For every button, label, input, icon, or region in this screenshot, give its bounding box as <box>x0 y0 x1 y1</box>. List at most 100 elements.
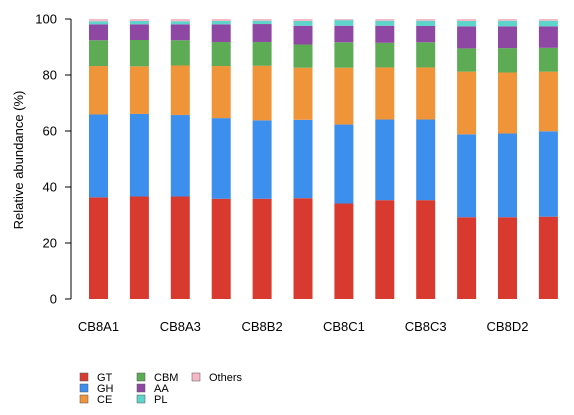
bar-segment-cbm <box>293 44 313 68</box>
bar-segment-pl <box>89 21 108 25</box>
bar-segment-ce <box>170 65 190 116</box>
bar-segment-gh <box>498 133 517 218</box>
bar-segment-aa <box>129 24 149 40</box>
bar-segment-others <box>129 19 149 21</box>
bar-segment-others <box>375 19 395 21</box>
bar-segment-ce <box>129 66 149 114</box>
bar-segment-aa <box>416 26 436 43</box>
bar-segment-pl <box>416 20 436 26</box>
bar-segment-aa <box>211 24 231 42</box>
bar-segment-cbm <box>89 40 108 67</box>
bar-segment-aa <box>334 25 354 43</box>
legend-swatch-gt <box>79 372 89 382</box>
bar-segment-gh <box>375 119 395 201</box>
bar-segment-gh <box>416 119 436 201</box>
bar-segment-aa <box>170 24 190 41</box>
bar-segment-aa <box>498 26 517 49</box>
bar-segment-gh <box>211 118 231 199</box>
bar-segment-others <box>538 19 558 21</box>
bar-segment-cbm <box>334 42 354 68</box>
bar-segment-ce <box>457 71 477 135</box>
bar-segment-cbm <box>170 40 190 66</box>
bar-segment-gt <box>375 200 395 299</box>
legend-swatch-pl <box>136 394 146 404</box>
bar-segment-ce <box>498 72 517 134</box>
bar-segment-others <box>170 19 190 22</box>
legend-label-aa: AA <box>154 383 169 395</box>
bar-segment-pl <box>334 20 354 26</box>
bar-segment-pl <box>170 21 190 25</box>
bar-segment-aa <box>375 25 395 43</box>
bar-segment-pl <box>293 20 313 26</box>
legend-swatch-ce <box>79 394 89 404</box>
bar-segment-ce <box>89 66 108 115</box>
bar-segment-others <box>211 19 231 21</box>
bar-segment-ce <box>375 67 395 120</box>
y-tick-label: 60 <box>43 124 57 139</box>
bar-segment-pl <box>375 20 395 26</box>
bar-segment-gt <box>334 203 354 299</box>
x-category-label: CB8A3 <box>160 319 201 334</box>
bar-segment-cbm <box>252 41 272 66</box>
bar-segment-cbm <box>498 48 517 73</box>
bar-segment-ce <box>211 66 231 119</box>
bar-segment-gt <box>252 198 272 299</box>
bar-segment-gh <box>457 134 477 218</box>
bar-segment-gh <box>538 131 558 217</box>
legend-swatch-aa <box>136 383 146 393</box>
bar-segment-cbm <box>416 42 436 68</box>
bar-segment-gt <box>538 216 558 299</box>
legend-swatch-others <box>191 372 201 382</box>
bar-segment-aa <box>293 25 313 45</box>
bar-segment-gh <box>170 115 190 197</box>
bar-segment-aa <box>252 24 272 42</box>
bars <box>89 19 558 299</box>
bar-segment-gh <box>293 119 313 199</box>
x-category-label: CB8D2 <box>487 319 529 334</box>
bar-segment-ce <box>252 65 272 121</box>
bar-segment-ce <box>334 67 354 125</box>
bar-segment-pl <box>538 20 558 27</box>
y-tick-label: 0 <box>50 292 57 307</box>
bar-segment-cbm <box>211 41 231 67</box>
bar-segment-gt <box>498 217 517 299</box>
bar-segment-gt <box>416 200 436 299</box>
y-tick-label: 100 <box>35 12 57 27</box>
bar-segment-ce <box>416 67 436 120</box>
y-axis: 0 20 40 60 80 100 <box>35 12 72 307</box>
bar-segment-gh <box>252 120 272 199</box>
bar-segment-others <box>416 19 436 21</box>
bar-segment-pl <box>498 20 517 27</box>
bar-segment-cbm <box>538 47 558 72</box>
y-axis-title: Relative abundance (%) <box>11 91 26 230</box>
bar-segment-others <box>498 19 517 21</box>
legend-label-pl: PL <box>154 394 167 406</box>
bar-segment-others <box>252 19 272 21</box>
bar-segment-pl <box>129 20 149 25</box>
legend-label-others: Others <box>209 372 243 384</box>
bar-segment-gh <box>334 124 354 204</box>
y-tick-label: 40 <box>43 180 57 195</box>
legend-swatch-gh <box>79 383 89 393</box>
x-axis-labels: CB8A1 CB8A3 CB8B2 CB8C1 CB8C3 CB8D2 <box>78 319 529 334</box>
x-category-label: CB8A1 <box>78 319 119 334</box>
legend-label-ce: CE <box>97 394 112 406</box>
y-tick-label: 20 <box>43 236 57 251</box>
bar-segment-cbm <box>129 40 149 67</box>
bar-segment-others <box>293 19 313 21</box>
bar-segment-pl <box>252 20 272 25</box>
legend-swatch-cbm <box>136 372 146 382</box>
bar-segment-others <box>89 19 108 22</box>
bar-segment-pl <box>457 20 477 27</box>
bar-segment-aa <box>538 26 558 48</box>
legend-label-cbm: CBM <box>154 372 178 384</box>
bar-segment-gh <box>129 113 149 197</box>
bar-segment-gt <box>293 198 313 299</box>
bar-segment-pl <box>211 20 231 25</box>
bar-segment-aa <box>89 24 108 41</box>
legend-label-gh: GH <box>97 383 114 395</box>
x-category-label: CB8C1 <box>323 319 365 334</box>
bar-segment-gt <box>129 196 149 299</box>
